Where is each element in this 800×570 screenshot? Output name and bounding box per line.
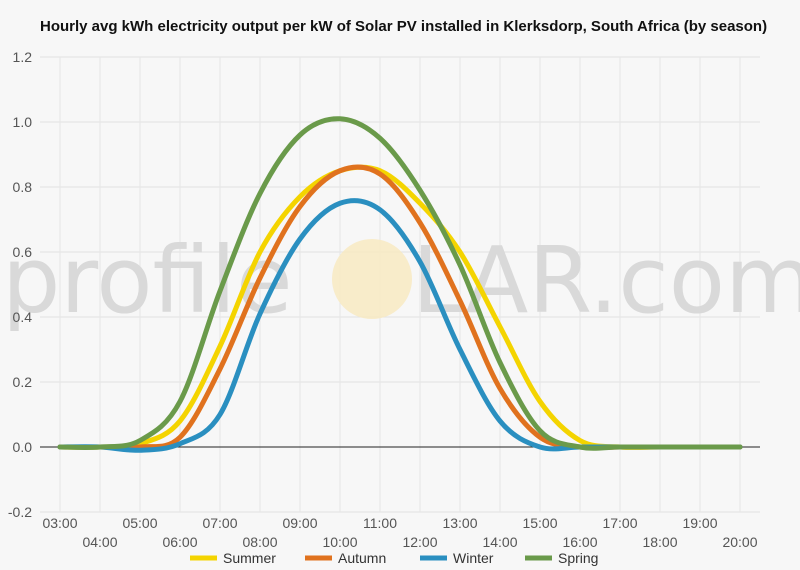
x-tick-label: 07:00 (202, 515, 237, 531)
x-tick-label: 10:00 (322, 534, 357, 550)
y-tick-label: 0.0 (13, 439, 33, 455)
legend-label-summer: Summer (223, 550, 276, 566)
x-tick-label: 05:00 (122, 515, 157, 531)
y-tick-label: 0.4 (13, 309, 33, 325)
x-tick-label: 09:00 (282, 515, 317, 531)
x-tick-label: 03:00 (42, 515, 77, 531)
legend-label-autumn: Autumn (338, 550, 386, 566)
legend: Summer Autumn Winter Spring (190, 550, 598, 566)
series-line-spring (57, 116, 743, 451)
x-tick-label: 08:00 (242, 534, 277, 550)
legend-label-spring: Spring (558, 550, 598, 566)
x-tick-label: 19:00 (682, 515, 717, 531)
x-tick-label: 15:00 (522, 515, 557, 531)
x-tick-label: 06:00 (162, 534, 197, 550)
watermark-sun (332, 239, 412, 319)
axes: -0.2 0.0 0.2 0.4 0.6 0.8 1.0 1.2 03:00 04:00 05:00… (8, 49, 760, 550)
x-tick-label: 12:00 (402, 534, 437, 550)
x-tick-label: 04:00 (82, 534, 117, 550)
y-tick-label: 0.2 (13, 374, 33, 390)
y-tick-label: -0.2 (8, 504, 32, 520)
x-tick-label: 11:00 (363, 515, 397, 531)
x-tick-label: 16:00 (562, 534, 597, 550)
y-tick-label: 0.6 (13, 244, 33, 260)
x-tick-label: 13:00 (442, 515, 477, 531)
x-tick-label: 20:00 (722, 534, 757, 550)
series (57, 116, 743, 453)
x-tick-label: 18:00 (642, 534, 677, 550)
x-tick-label: 17:00 (602, 515, 637, 531)
chart-title: Hourly avg kWh electricity output per kW… (40, 18, 768, 35)
y-tick-label: 0.8 (13, 179, 33, 195)
y-tick-label: 1.2 (13, 49, 33, 65)
y-tick-label: 1.0 (13, 114, 33, 130)
watermark: profile LAR.com (2, 227, 800, 334)
x-tick-label: 14:00 (482, 534, 517, 550)
legend-label-winter: Winter (453, 550, 494, 566)
